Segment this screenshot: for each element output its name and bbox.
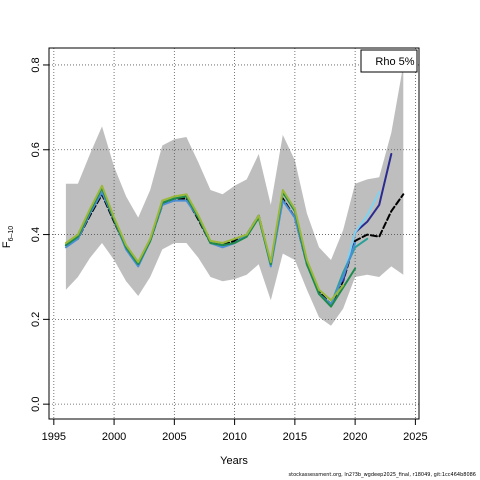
x-tick-label: 2010 <box>222 431 246 443</box>
grid-layer <box>49 48 419 419</box>
y-axis-label-main: F <box>1 241 13 248</box>
x-tick-label: 1995 <box>42 431 66 443</box>
x-tick-label: 2020 <box>343 431 367 443</box>
x-tick-label: 2005 <box>162 431 186 443</box>
axis-layer: 1995 2000 2005 2010 2015 2020 2025 0.0 0.2 0.4 0.6… <box>30 57 428 443</box>
y-tick-label: 0.8 <box>30 57 42 72</box>
x-axis-label: Years <box>220 455 248 467</box>
footnote: stockassessment.org, ln2?3b_wgdeep2025_f… <box>288 472 476 478</box>
series-line-3 <box>342 191 381 278</box>
svg-text:F6–10: F6–10 <box>1 226 15 248</box>
x-tick-label: 2025 <box>403 431 427 443</box>
x-tick-label: 2000 <box>102 431 126 443</box>
y-tick-label: 0.6 <box>30 142 42 157</box>
y-tick-label: 0.4 <box>30 227 42 242</box>
legend-box: Rho 5% <box>360 49 418 73</box>
y-tick-label: 0.0 <box>30 397 42 412</box>
x-tick-label: 2015 <box>283 431 307 443</box>
y-axis-label-sub: 6–10 <box>8 226 15 242</box>
y-tick-label: 0.2 <box>30 312 42 327</box>
y-axis-label: F6–10 <box>1 226 15 248</box>
series-line-7 <box>64 184 345 302</box>
series-layer <box>64 153 405 308</box>
plot-frame <box>48 47 420 420</box>
legend-entry: Rho 5% <box>375 56 414 68</box>
